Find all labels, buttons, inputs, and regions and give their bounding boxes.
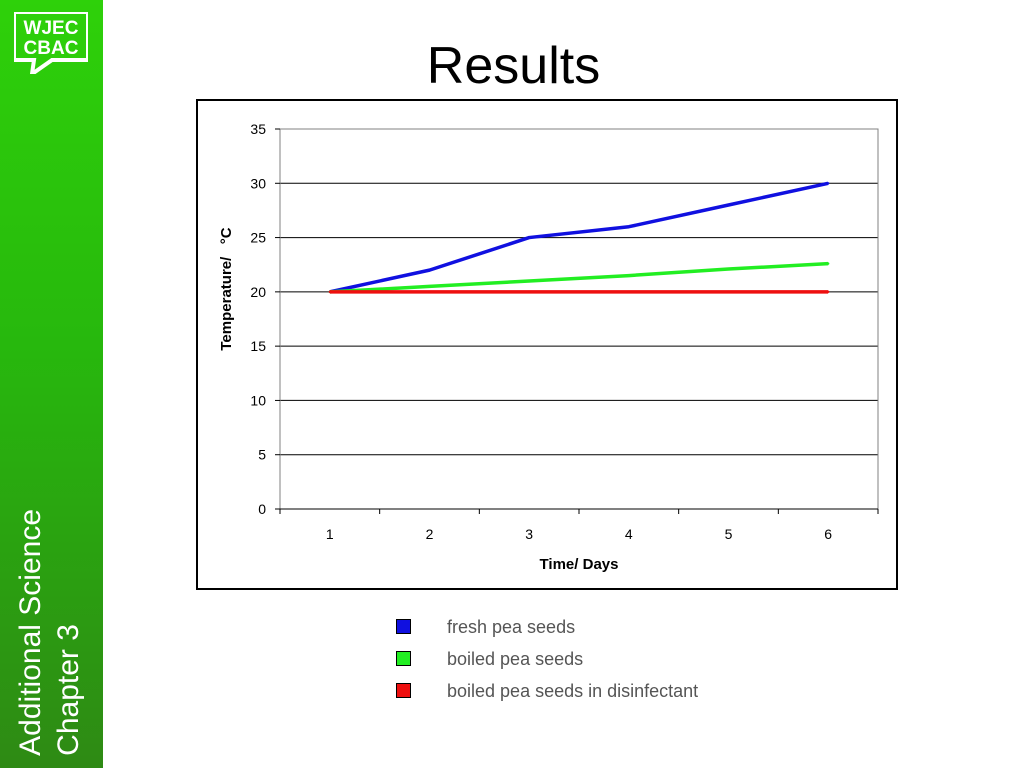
data-point (627, 290, 631, 294)
data-point (826, 182, 830, 185)
legend-label: boiled pea seeds in disinfectant (447, 681, 699, 701)
plot-area (279, 128, 879, 510)
x-tick-label: 4 (625, 526, 633, 542)
legend-swatch (396, 683, 411, 698)
legend-swatch (396, 619, 411, 634)
logo-line-1: WJEC (24, 18, 79, 39)
data-series (328, 181, 830, 294)
y-tick-label: 5 (258, 447, 266, 463)
data-point (328, 290, 332, 294)
data-point (527, 236, 531, 239)
wjec-cbac-logo: WJEC CBAC (12, 10, 90, 79)
page-title: Results (426, 37, 601, 95)
legend-label: fresh pea seeds (447, 617, 576, 637)
data-point (627, 225, 631, 228)
x-axis-ticks: 1 2 3 4 5 6 (279, 508, 879, 542)
data-point (727, 203, 730, 207)
data-point (428, 285, 431, 288)
data-point (527, 290, 531, 294)
x-tick-label: 5 (725, 526, 733, 542)
series-line-1 (329, 261, 829, 294)
y-axis-title: Temperature/ °C (218, 227, 235, 350)
sidebar-caption-line-1: Additional Science (14, 509, 47, 756)
logo-line-2: CBAC (24, 38, 79, 59)
data-point (627, 274, 631, 277)
line-chart: 0 5 10 15 20 25 30 35 1 2 3 4 5 6 Time/ Days Tempera… (218, 121, 879, 573)
x-tick-label: 1 (326, 526, 334, 542)
sidebar-caption-line-2: Chapter 3 (52, 624, 85, 756)
legend-label: boiled pea seeds (447, 649, 584, 669)
y-tick-label: 25 (250, 230, 266, 246)
y-tick-label: 0 (258, 501, 266, 517)
y-tick-label: 10 (250, 392, 266, 408)
data-point (727, 267, 730, 271)
data-point (527, 279, 531, 283)
legend-swatch (396, 651, 411, 666)
y-tick-label: 35 (250, 121, 266, 137)
data-point (826, 262, 830, 265)
data-point (727, 290, 730, 294)
x-tick-label: 6 (824, 526, 832, 542)
y-axis-ticks: 0 5 10 15 20 25 30 35 (250, 121, 280, 517)
x-axis-title: Time/ Days (540, 556, 619, 573)
data-point (428, 290, 431, 294)
sidebar-caption: Additional Science Chapter 3 (12, 509, 88, 756)
x-tick-label: 2 (426, 526, 434, 542)
series-line-0 (329, 181, 829, 294)
chart-frame: 0 5 10 15 20 25 30 35 1 2 3 4 5 6 Time/ Days Tempera… (196, 99, 898, 590)
y-tick-label: 30 (250, 175, 266, 191)
data-point (826, 290, 830, 294)
sidebar: WJEC CBAC Additional Science Chapter 3 (0, 0, 103, 768)
data-point (428, 268, 431, 272)
y-tick-label: 15 (250, 338, 266, 354)
y-tick-label: 20 (250, 284, 266, 300)
x-tick-label: 3 (525, 526, 533, 542)
